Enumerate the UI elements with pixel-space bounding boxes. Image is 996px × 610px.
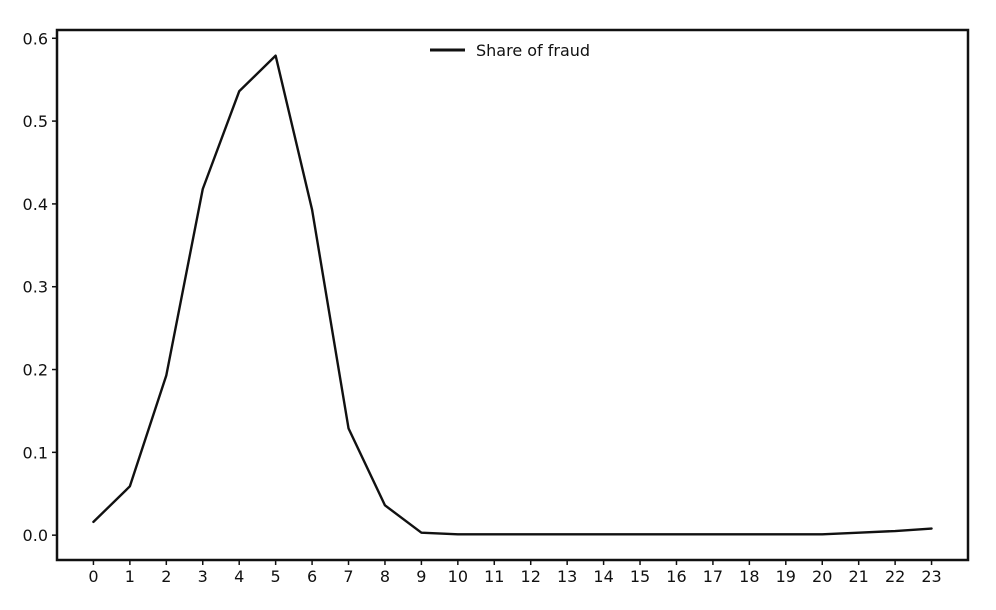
x-tick-label: 18 [739,567,759,586]
y-axis: 0.0 0.1 0.2 0.3 0.4 0.5 0.6 [23,29,57,545]
x-axis: 0 1 2 3 4 5 6 7 8 9 10 11 12 13 14 15 16 17 18 19 20 21 22 23 [88,560,942,586]
series-layer [92,54,933,536]
x-tick-label: 12 [521,567,541,586]
x-tick-label: 22 [885,567,905,586]
x-tick-label: 19 [776,567,796,586]
x-tick-label: 9 [416,567,426,586]
legend: Share of fraud [430,41,590,60]
x-tick-label: 14 [593,567,613,586]
x-tick-label: 6 [307,567,317,586]
y-tick-label: 0.2 [23,361,48,380]
y-tick-label: 0.4 [23,195,48,214]
y-tick-label: 0.1 [23,443,48,462]
x-tick-label: 15 [630,567,650,586]
series-line-share-of-fraud [92,54,933,536]
x-tick-label: 4 [234,567,244,586]
x-tick-label: 13 [557,567,577,586]
x-tick-label: 5 [271,567,281,586]
x-tick-label: 11 [484,567,504,586]
x-tick-label: 21 [849,567,869,586]
x-tick-label: 1 [125,567,135,586]
x-tick-label: 20 [812,567,832,586]
y-tick-label: 0.6 [23,29,48,48]
x-tick-label: 2 [161,567,171,586]
plot-frame [55,28,970,562]
x-tick-label: 8 [380,567,390,586]
y-tick-label: 0.5 [23,112,48,131]
x-tick-label: 0 [88,567,98,586]
x-tick-label: 7 [343,567,353,586]
x-tick-label: 10 [448,567,468,586]
x-tick-label: 23 [921,567,941,586]
x-tick-label: 16 [666,567,686,586]
y-tick-label: 0.0 [23,526,48,545]
x-tick-label: 17 [703,567,723,586]
legend-label-share-of-fraud: Share of fraud [476,41,590,60]
x-tick-label: 3 [198,567,208,586]
y-tick-label: 0.3 [23,278,48,297]
